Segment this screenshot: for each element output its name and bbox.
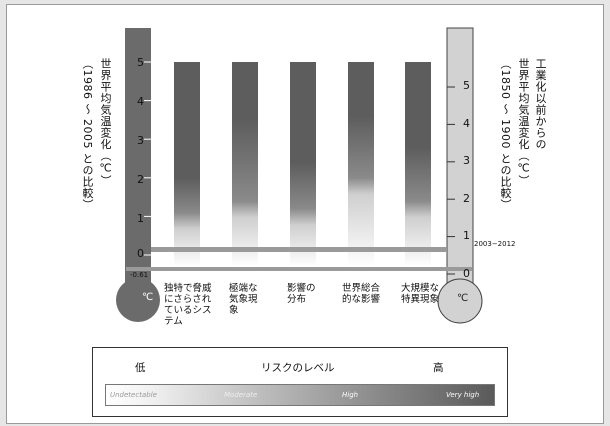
legend-high-label: 高 bbox=[433, 362, 444, 374]
legend-level: Moderate bbox=[224, 391, 258, 399]
risk-legend: 低 リスクのレベル 高 Undetectable Moderate High V… bbox=[92, 347, 508, 417]
category-label: 大規模な特異現象 bbox=[401, 283, 440, 305]
right-tick: 3 bbox=[463, 154, 470, 167]
left-tick: 5 bbox=[137, 56, 144, 69]
category-label: 影響の分布 bbox=[287, 283, 316, 305]
left-tick: 3 bbox=[137, 134, 144, 147]
legend-gradient: Undetectable Moderate High Very high bbox=[105, 384, 495, 406]
right-tick: 5 bbox=[463, 79, 470, 92]
left-thermometer-bulb bbox=[116, 278, 160, 322]
category-label: 世界総合的な影響 bbox=[342, 283, 381, 305]
right-axis-label: 世界平均気温変化（℃） bbox=[517, 58, 530, 187]
legend-level: Undetectable bbox=[110, 391, 157, 399]
left-axis-label: 世界平均気温変化（℃） bbox=[99, 58, 112, 187]
left-tick: 0 bbox=[137, 247, 144, 260]
category-label: 極端な気象現象 bbox=[229, 283, 258, 316]
left-thermometer bbox=[116, 28, 160, 322]
legend-title: リスクのレベル bbox=[261, 362, 335, 374]
reference-line-baseline bbox=[126, 267, 472, 271]
right-tick: 4 bbox=[463, 117, 470, 130]
left-axis-sublabel: （1986 ～ 2005 との比較） bbox=[81, 58, 94, 211]
category-label: 独特で脅威にさらされているシステム bbox=[164, 283, 212, 327]
left-tick: -0.61 bbox=[130, 271, 149, 279]
left-tick: 2 bbox=[137, 173, 144, 186]
right-unit: ℃ bbox=[457, 293, 469, 304]
left-tick: 4 bbox=[137, 95, 144, 108]
left-tick: 1 bbox=[137, 212, 144, 225]
risk-bar bbox=[232, 62, 258, 267]
legend-level: High bbox=[342, 391, 359, 399]
right-thermometer-tube bbox=[446, 27, 474, 291]
right-thermometer bbox=[437, 27, 483, 324]
risk-bar bbox=[174, 62, 200, 267]
right-axis-label-top: 工業化以前からの bbox=[534, 58, 547, 150]
risk-bar bbox=[290, 62, 316, 267]
reference-line-recent bbox=[151, 247, 447, 252]
reference-lines bbox=[126, 247, 472, 271]
right-annotation: 2003−2012 bbox=[474, 240, 516, 248]
legend-low-label: 低 bbox=[135, 362, 146, 374]
right-tick: 1 bbox=[463, 229, 470, 242]
right-axis-sublabel: （1850 ～ 1900 との比較） bbox=[499, 58, 512, 211]
right-tick: 2 bbox=[463, 192, 470, 205]
risk-bars bbox=[174, 62, 431, 267]
left-unit: ℃ bbox=[142, 292, 154, 303]
right-tick: 0 bbox=[463, 267, 470, 280]
legend-level: Very high bbox=[446, 391, 480, 399]
left-thermometer-tube bbox=[125, 28, 151, 290]
risk-bar bbox=[348, 62, 374, 267]
risk-bar bbox=[405, 62, 431, 267]
right-thermometer-bulb bbox=[437, 278, 483, 324]
